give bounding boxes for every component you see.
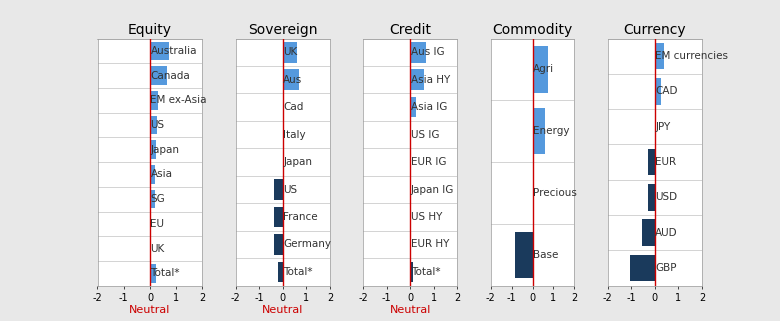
Text: CAD: CAD	[655, 86, 678, 97]
Title: Commodity: Commodity	[492, 23, 573, 37]
Bar	[410, 262, 413, 282]
Bar	[642, 220, 654, 246]
Text: Japan IG: Japan IG	[411, 185, 454, 195]
X-axis label: Neutral: Neutral	[389, 305, 431, 315]
Text: Aus: Aus	[283, 75, 303, 85]
Bar	[150, 42, 168, 60]
Text: Asia: Asia	[151, 169, 172, 179]
Text: Cad: Cad	[283, 102, 303, 112]
Text: Total*: Total*	[283, 267, 313, 277]
Text: GBP: GBP	[655, 263, 677, 273]
Text: Agri: Agri	[533, 65, 554, 74]
Bar	[410, 69, 424, 90]
Bar	[274, 179, 282, 200]
Bar	[150, 66, 167, 85]
Text: Australia: Australia	[151, 46, 197, 56]
Text: Total*: Total*	[411, 267, 440, 277]
Text: Italy: Italy	[283, 130, 306, 140]
Text: US: US	[283, 185, 297, 195]
Bar	[533, 46, 548, 92]
Text: USD: USD	[655, 192, 677, 203]
Text: Germany: Germany	[283, 239, 332, 249]
Text: US IG: US IG	[411, 130, 439, 140]
Bar	[654, 78, 661, 105]
Text: Japan: Japan	[283, 157, 312, 167]
Bar	[150, 190, 155, 208]
Text: SG: SG	[151, 194, 165, 204]
Bar	[282, 69, 299, 90]
Text: US: US	[151, 120, 165, 130]
Bar	[150, 165, 155, 184]
X-axis label: Neutral: Neutral	[129, 305, 171, 315]
Text: EU: EU	[151, 219, 165, 229]
Bar	[278, 262, 282, 282]
Title: Currency: Currency	[623, 23, 686, 37]
Bar	[150, 116, 157, 134]
Bar	[410, 97, 417, 117]
X-axis label: Neutral: Neutral	[262, 305, 303, 315]
Text: UK: UK	[151, 244, 165, 254]
Text: Precious: Precious	[533, 188, 576, 198]
Text: Energy: Energy	[533, 126, 569, 136]
Bar	[410, 42, 427, 63]
Bar	[274, 207, 282, 227]
Bar	[630, 255, 654, 281]
Text: EUR IG: EUR IG	[411, 157, 446, 167]
Title: Credit: Credit	[389, 23, 431, 37]
Bar	[150, 141, 156, 159]
Text: France: France	[283, 212, 317, 222]
Text: JPY: JPY	[655, 122, 671, 132]
Bar	[515, 232, 533, 278]
Text: EM currencies: EM currencies	[655, 51, 729, 61]
Text: UK: UK	[283, 47, 297, 57]
Bar	[654, 43, 664, 69]
Bar	[533, 108, 544, 154]
Bar	[150, 91, 158, 109]
Bar	[274, 234, 282, 255]
Text: EUR HY: EUR HY	[411, 239, 449, 249]
Text: Total*: Total*	[151, 268, 180, 278]
Bar	[282, 42, 297, 63]
Text: Japan: Japan	[151, 145, 179, 155]
Bar	[648, 149, 654, 175]
Text: Asia HY: Asia HY	[411, 75, 450, 85]
Text: EM ex-Asia: EM ex-Asia	[151, 95, 207, 105]
Bar	[150, 264, 156, 282]
Title: Equity: Equity	[128, 23, 172, 37]
Text: Base: Base	[533, 250, 558, 260]
Text: EUR: EUR	[655, 157, 676, 167]
Text: Aus IG: Aus IG	[411, 47, 445, 57]
Title: Sovereign: Sovereign	[248, 23, 317, 37]
Text: AUD: AUD	[655, 228, 678, 238]
Text: US HY: US HY	[411, 212, 442, 222]
Bar	[648, 184, 654, 211]
Text: Asia IG: Asia IG	[411, 102, 447, 112]
Text: Canada: Canada	[151, 71, 190, 81]
